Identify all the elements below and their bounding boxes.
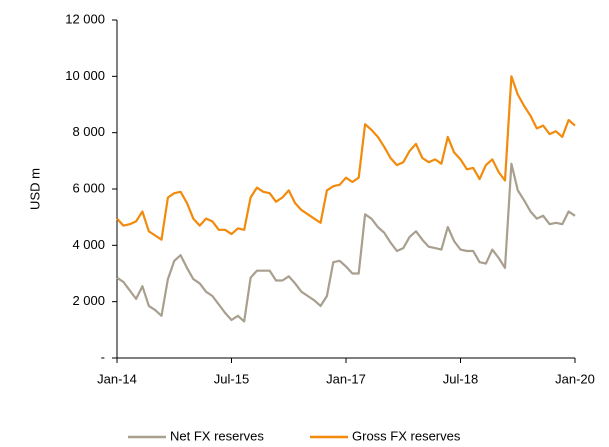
legend-label: Gross FX reserves bbox=[352, 428, 461, 443]
y-tick-label: 10 000 bbox=[65, 68, 105, 83]
series-line bbox=[116, 162, 576, 323]
x-tick-label: Jan-14 bbox=[97, 371, 137, 386]
y-tick-label: - bbox=[101, 349, 105, 364]
y-tick-label: 12 000 bbox=[65, 11, 105, 26]
x-tick-label: Jan-20 bbox=[555, 371, 595, 386]
series-line bbox=[116, 75, 576, 241]
x-tick-label: Jan-17 bbox=[326, 371, 366, 386]
x-tick-label: Jul-18 bbox=[443, 371, 478, 386]
y-axis-label: USD m bbox=[27, 168, 42, 210]
legend-label: Net FX reserves bbox=[170, 428, 264, 443]
x-tick-label: Jul-15 bbox=[214, 371, 249, 386]
y-tick-label: 4 000 bbox=[72, 237, 105, 252]
y-tick-label: 2 000 bbox=[72, 293, 105, 308]
y-tick-label: 8 000 bbox=[72, 124, 105, 139]
y-tick-label: 6 000 bbox=[72, 180, 105, 195]
